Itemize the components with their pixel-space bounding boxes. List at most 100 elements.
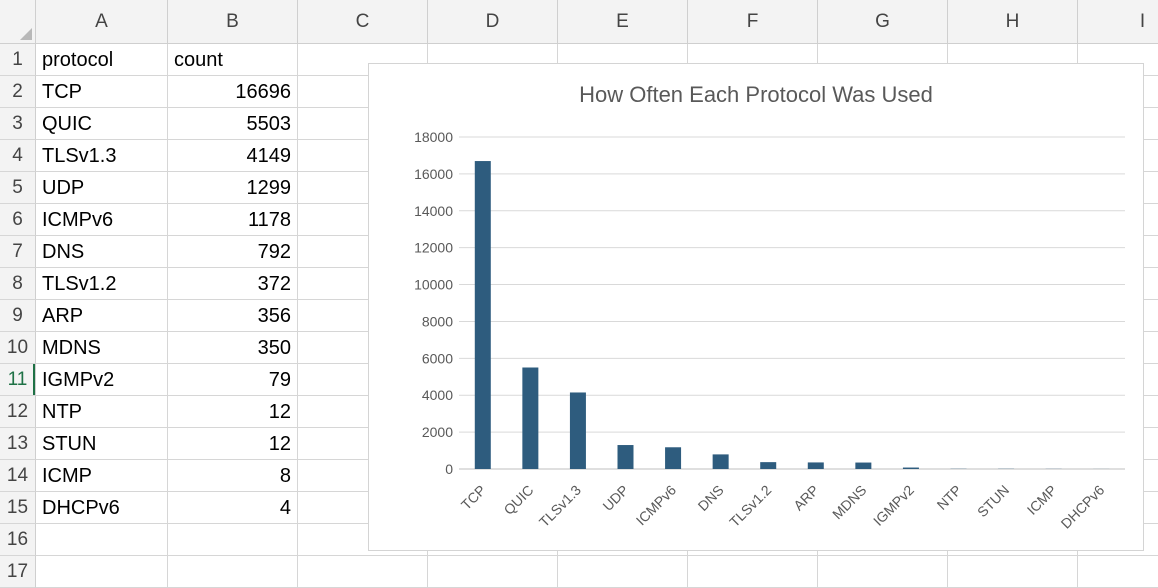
row-header-10[interactable]: 10 xyxy=(0,332,36,364)
bar-dns[interactable] xyxy=(713,454,729,469)
bar-igmpv2[interactable] xyxy=(903,468,919,469)
bar-mdns[interactable] xyxy=(855,463,871,469)
cell-a3[interactable]: QUIC xyxy=(36,108,168,140)
column-header-f[interactable]: F xyxy=(688,0,818,44)
cell-g17[interactable] xyxy=(818,556,948,588)
y-tick-label: 12000 xyxy=(414,240,453,256)
column-header-i[interactable]: I xyxy=(1078,0,1158,44)
cell-e17[interactable] xyxy=(558,556,688,588)
row-header-11[interactable]: 11 xyxy=(0,364,36,396)
column-header-e[interactable]: E xyxy=(558,0,688,44)
cell-b12[interactable]: 12 xyxy=(168,396,298,428)
cell-a6[interactable]: ICMPv6 xyxy=(36,204,168,236)
cell-c17[interactable] xyxy=(298,556,428,588)
cell-b10[interactable]: 350 xyxy=(168,332,298,364)
x-tick-label: QUIC xyxy=(500,482,536,518)
y-tick-label: 16000 xyxy=(414,166,453,182)
row-header-1[interactable]: 1 xyxy=(0,44,36,76)
bar-arp[interactable] xyxy=(808,462,824,469)
column-header-g[interactable]: G xyxy=(818,0,948,44)
cell-a2[interactable]: TCP xyxy=(36,76,168,108)
bar-tcp[interactable] xyxy=(475,161,491,469)
cell-a9[interactable]: ARP xyxy=(36,300,168,332)
y-tick-label: 8000 xyxy=(422,313,453,329)
bar-icmpv6[interactable] xyxy=(665,447,681,469)
x-tick-label: MDNS xyxy=(829,482,869,522)
x-tick-label: UDP xyxy=(599,482,631,514)
select-all-corner[interactable] xyxy=(0,0,36,44)
cell-a12[interactable]: NTP xyxy=(36,396,168,428)
cell-b17[interactable] xyxy=(168,556,298,588)
column-header-h[interactable]: H xyxy=(948,0,1078,44)
cell-h17[interactable] xyxy=(948,556,1078,588)
column-header-a[interactable]: A xyxy=(36,0,168,44)
cell-b16[interactable] xyxy=(168,524,298,556)
x-tick-label: STUN xyxy=(974,482,1012,520)
row-header-9[interactable]: 9 xyxy=(0,300,36,332)
cell-a13[interactable]: STUN xyxy=(36,428,168,460)
y-tick-label: 2000 xyxy=(422,424,453,440)
chart-plot: 0200040006000800010000120001400016000180… xyxy=(369,64,1145,552)
row-header-16[interactable]: 16 xyxy=(0,524,36,556)
cell-b5[interactable]: 1299 xyxy=(168,172,298,204)
cell-b13[interactable]: 12 xyxy=(168,428,298,460)
row-header-12[interactable]: 12 xyxy=(0,396,36,428)
cell-a8[interactable]: TLSv1.2 xyxy=(36,268,168,300)
cell-a17[interactable] xyxy=(36,556,168,588)
bar-udp[interactable] xyxy=(618,445,634,469)
cell-b15[interactable]: 4 xyxy=(168,492,298,524)
cell-a7[interactable]: DNS xyxy=(36,236,168,268)
row-header-7[interactable]: 7 xyxy=(0,236,36,268)
cell-b9[interactable]: 356 xyxy=(168,300,298,332)
y-tick-label: 4000 xyxy=(422,387,453,403)
bar-tlsv1.3[interactable] xyxy=(570,392,586,469)
select-all-triangle-icon xyxy=(20,28,32,40)
cell-a1[interactable]: protocol xyxy=(36,44,168,76)
cell-a10[interactable]: MDNS xyxy=(36,332,168,364)
cell-a5[interactable]: UDP xyxy=(36,172,168,204)
cell-b3[interactable]: 5503 xyxy=(168,108,298,140)
row-header-8[interactable]: 8 xyxy=(0,268,36,300)
x-tick-label: NTP xyxy=(934,482,965,513)
cell-b6[interactable]: 1178 xyxy=(168,204,298,236)
x-tick-label: TCP xyxy=(458,482,489,513)
x-tick-label: ICMP xyxy=(1024,482,1060,518)
column-header-c[interactable]: C xyxy=(298,0,428,44)
row-header-5[interactable]: 5 xyxy=(0,172,36,204)
cell-f17[interactable] xyxy=(688,556,818,588)
cell-a4[interactable]: TLSv1.3 xyxy=(36,140,168,172)
row-header-2[interactable]: 2 xyxy=(0,76,36,108)
row-header-15[interactable]: 15 xyxy=(0,492,36,524)
y-tick-label: 0 xyxy=(445,461,453,477)
y-tick-label: 14000 xyxy=(414,203,453,219)
column-header-d[interactable]: D xyxy=(428,0,558,44)
x-tick-label: ARP xyxy=(790,482,822,514)
cell-a11[interactable]: IGMPv2 xyxy=(36,364,168,396)
cell-i17[interactable] xyxy=(1078,556,1158,588)
x-tick-label: TLSv1.2 xyxy=(726,482,774,530)
cell-b2[interactable]: 16696 xyxy=(168,76,298,108)
row-header-3[interactable]: 3 xyxy=(0,108,36,140)
row-header-4[interactable]: 4 xyxy=(0,140,36,172)
cell-d17[interactable] xyxy=(428,556,558,588)
x-tick-label: ICMPv6 xyxy=(633,482,680,529)
cell-b8[interactable]: 372 xyxy=(168,268,298,300)
cell-b4[interactable]: 4149 xyxy=(168,140,298,172)
row-header-14[interactable]: 14 xyxy=(0,460,36,492)
cell-a16[interactable] xyxy=(36,524,168,556)
cell-b1[interactable]: count xyxy=(168,44,298,76)
cell-b11[interactable]: 79 xyxy=(168,364,298,396)
cell-b14[interactable]: 8 xyxy=(168,460,298,492)
y-tick-label: 18000 xyxy=(414,129,453,145)
x-tick-label: IGMPv2 xyxy=(870,482,917,529)
cell-b7[interactable]: 792 xyxy=(168,236,298,268)
cell-a15[interactable]: DHCPv6 xyxy=(36,492,168,524)
row-header-17[interactable]: 17 xyxy=(0,556,36,588)
row-header-6[interactable]: 6 xyxy=(0,204,36,236)
bar-quic[interactable] xyxy=(522,368,538,469)
row-header-13[interactable]: 13 xyxy=(0,428,36,460)
cell-a14[interactable]: ICMP xyxy=(36,460,168,492)
column-header-b[interactable]: B xyxy=(168,0,298,44)
bar-tlsv1.2[interactable] xyxy=(760,462,776,469)
